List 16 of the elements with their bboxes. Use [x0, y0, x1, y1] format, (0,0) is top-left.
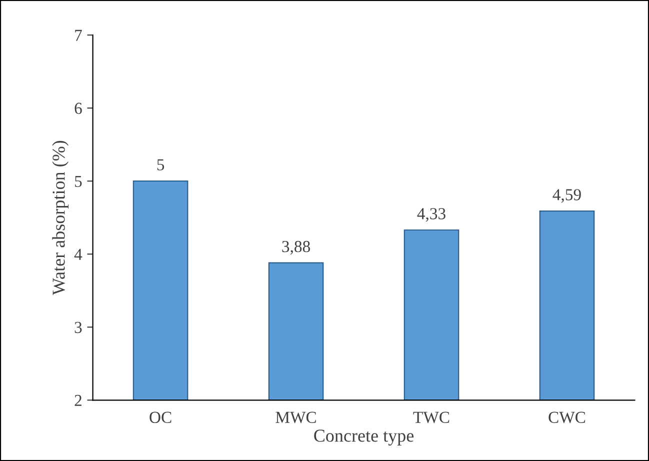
x-tick-label: OC [150, 412, 172, 423]
y-tick-label: 5 [75, 176, 82, 188]
data-label: 4,59 [552, 189, 581, 203]
y-tick-label: 7 [75, 30, 82, 41]
x-tick-label: CWC [548, 412, 586, 424]
x-tick-label: MWC [276, 412, 316, 424]
x-tick-label: TWC [413, 412, 450, 424]
y-axis-title: Water absorption (%) [52, 140, 68, 296]
data-label: 5 [157, 159, 164, 170]
y-tick-label: 4 [74, 248, 82, 260]
y-tick-label: 3 [74, 322, 82, 334]
x-axis-title: Concrete type [314, 430, 414, 446]
y-tick-label: 6 [74, 102, 82, 114]
data-label: 4,33 [417, 208, 446, 222]
data-label: 3,88 [282, 240, 310, 255]
y-tick-label: 2 [74, 394, 82, 406]
